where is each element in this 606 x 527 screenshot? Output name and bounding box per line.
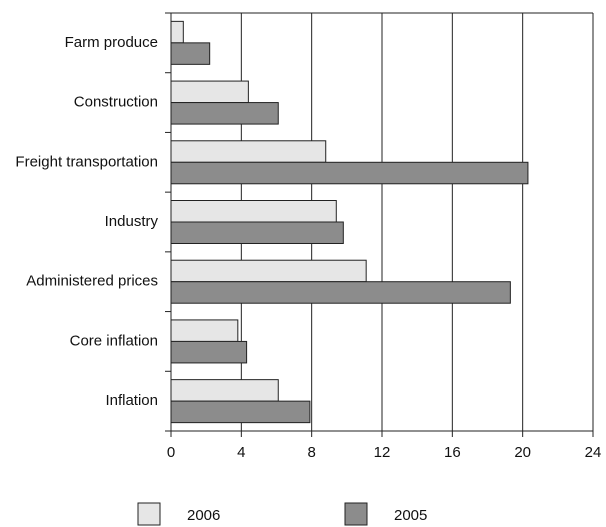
y-tick-label: Inflation	[105, 392, 158, 409]
bar	[170, 221, 344, 244]
x-tick-label: 8	[307, 444, 315, 461]
legend-swatch	[344, 502, 368, 526]
bar	[170, 20, 184, 44]
bar	[170, 161, 529, 185]
bar	[170, 340, 248, 364]
bar	[170, 42, 211, 65]
bar	[170, 281, 511, 304]
bar	[170, 319, 239, 342]
legend-swatch	[137, 502, 161, 526]
y-tick-label: Construction	[74, 94, 158, 111]
legend-label: 2005	[394, 507, 427, 524]
bar	[170, 102, 279, 125]
x-tick-label: 0	[167, 444, 175, 461]
y-tick-label: Freight transportation	[15, 153, 158, 170]
bar	[170, 400, 311, 424]
legend-label: 2006	[187, 507, 220, 524]
x-tick-label: 24	[585, 444, 602, 461]
bar	[170, 200, 337, 223]
x-tick-label: 12	[374, 444, 391, 461]
bar	[170, 379, 279, 402]
y-tick-label: Industry	[105, 213, 159, 230]
x-tick-label: 20	[514, 444, 531, 461]
x-tick-label: 4	[237, 444, 245, 461]
bar	[170, 80, 249, 104]
y-tick-label: Administered prices	[26, 273, 158, 290]
bar	[170, 140, 327, 163]
bar	[170, 259, 367, 283]
x-tick-label: 16	[444, 444, 461, 461]
y-tick-label: Core inflation	[70, 332, 158, 349]
y-tick-label: Farm produce	[65, 34, 158, 51]
